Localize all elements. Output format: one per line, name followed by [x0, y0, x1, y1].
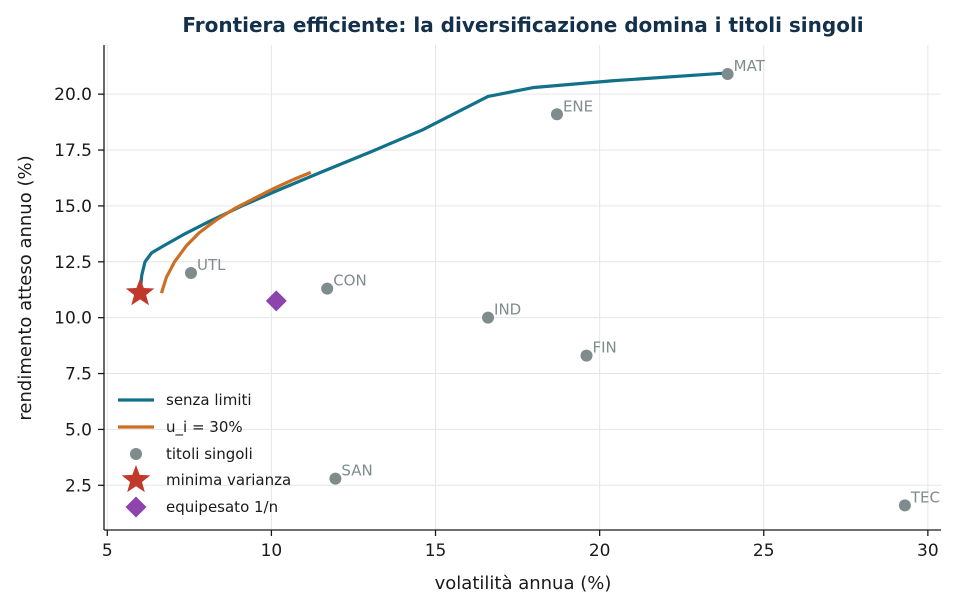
y-tick-label: 10.0: [54, 309, 92, 329]
stock-label-con: CON: [333, 272, 367, 290]
legend-swatch-star: [121, 465, 151, 493]
points-layer: MAT ENE UTL CON IND FIN SAN TEC: [125, 57, 940, 512]
stock-label-tec: TEC: [910, 488, 940, 506]
y-tick-label: 20.0: [54, 85, 92, 105]
ticks: 5 10 15 20 25 30 2.5 5.0 7.5 10.0 12.5 15.0 17.5 20.0: [54, 85, 939, 561]
y-tick-label: 17.5: [54, 141, 92, 161]
stock-point-mat: [721, 68, 734, 81]
stock-label-san: SAN: [341, 462, 372, 480]
x-tick-label: 30: [917, 541, 939, 561]
stock-point-tec: [898, 499, 911, 512]
stock-point-ene: [550, 108, 563, 121]
x-tick-label: 20: [589, 541, 611, 561]
y-tick-label: 15.0: [54, 197, 92, 217]
stock-point-san: [329, 472, 342, 485]
y-tick-label: 5.0: [65, 420, 92, 440]
legend-swatch-point: [130, 448, 142, 460]
legend-label: u_i = 30%: [166, 418, 243, 437]
equal-weight-diamond: [265, 290, 287, 312]
series-line-1: [159, 170, 312, 294]
y-tick-label: 2.5: [65, 476, 92, 496]
x-tick-label: 5: [102, 541, 113, 561]
stock-point-ind: [482, 311, 495, 324]
stock-point-utl: [184, 266, 197, 279]
y-tick-label: 12.5: [54, 253, 92, 273]
stock-label-mat: MAT: [734, 57, 766, 75]
stock-label-fin: FIN: [593, 339, 617, 357]
legend-label: senza limiti: [166, 391, 252, 409]
stock-label-utl: UTL: [197, 256, 226, 274]
legend-label: equipesato 1/n: [166, 498, 278, 516]
series-layer: [138, 71, 728, 294]
x-axis-title: volatilità annua (%): [435, 573, 612, 594]
stock-label-ind: IND: [494, 301, 521, 319]
stock-label-ene: ENE: [563, 97, 593, 115]
x-tick-label: 25: [753, 541, 775, 561]
x-tick-label: 10: [261, 541, 283, 561]
legend-label: minima varianza: [166, 471, 291, 489]
legend: senza limiti u_i = 30% titoli singoli minim…: [118, 391, 291, 518]
y-tick-label: 7.5: [65, 365, 92, 385]
stock-point-con: [321, 282, 334, 295]
axes: [103, 45, 941, 531]
legend-swatch-diamond: [125, 496, 147, 518]
y-axis-title: rendimento atteso annuo (%): [15, 155, 36, 420]
x-tick-label: 15: [425, 541, 447, 561]
series-line-0: [138, 71, 728, 294]
min-variance-star: [125, 278, 155, 306]
chart-title: Frontiera efficiente: la diversificazion…: [182, 13, 863, 37]
stock-point-fin: [580, 349, 593, 362]
legend-label: titoli singoli: [166, 445, 253, 463]
